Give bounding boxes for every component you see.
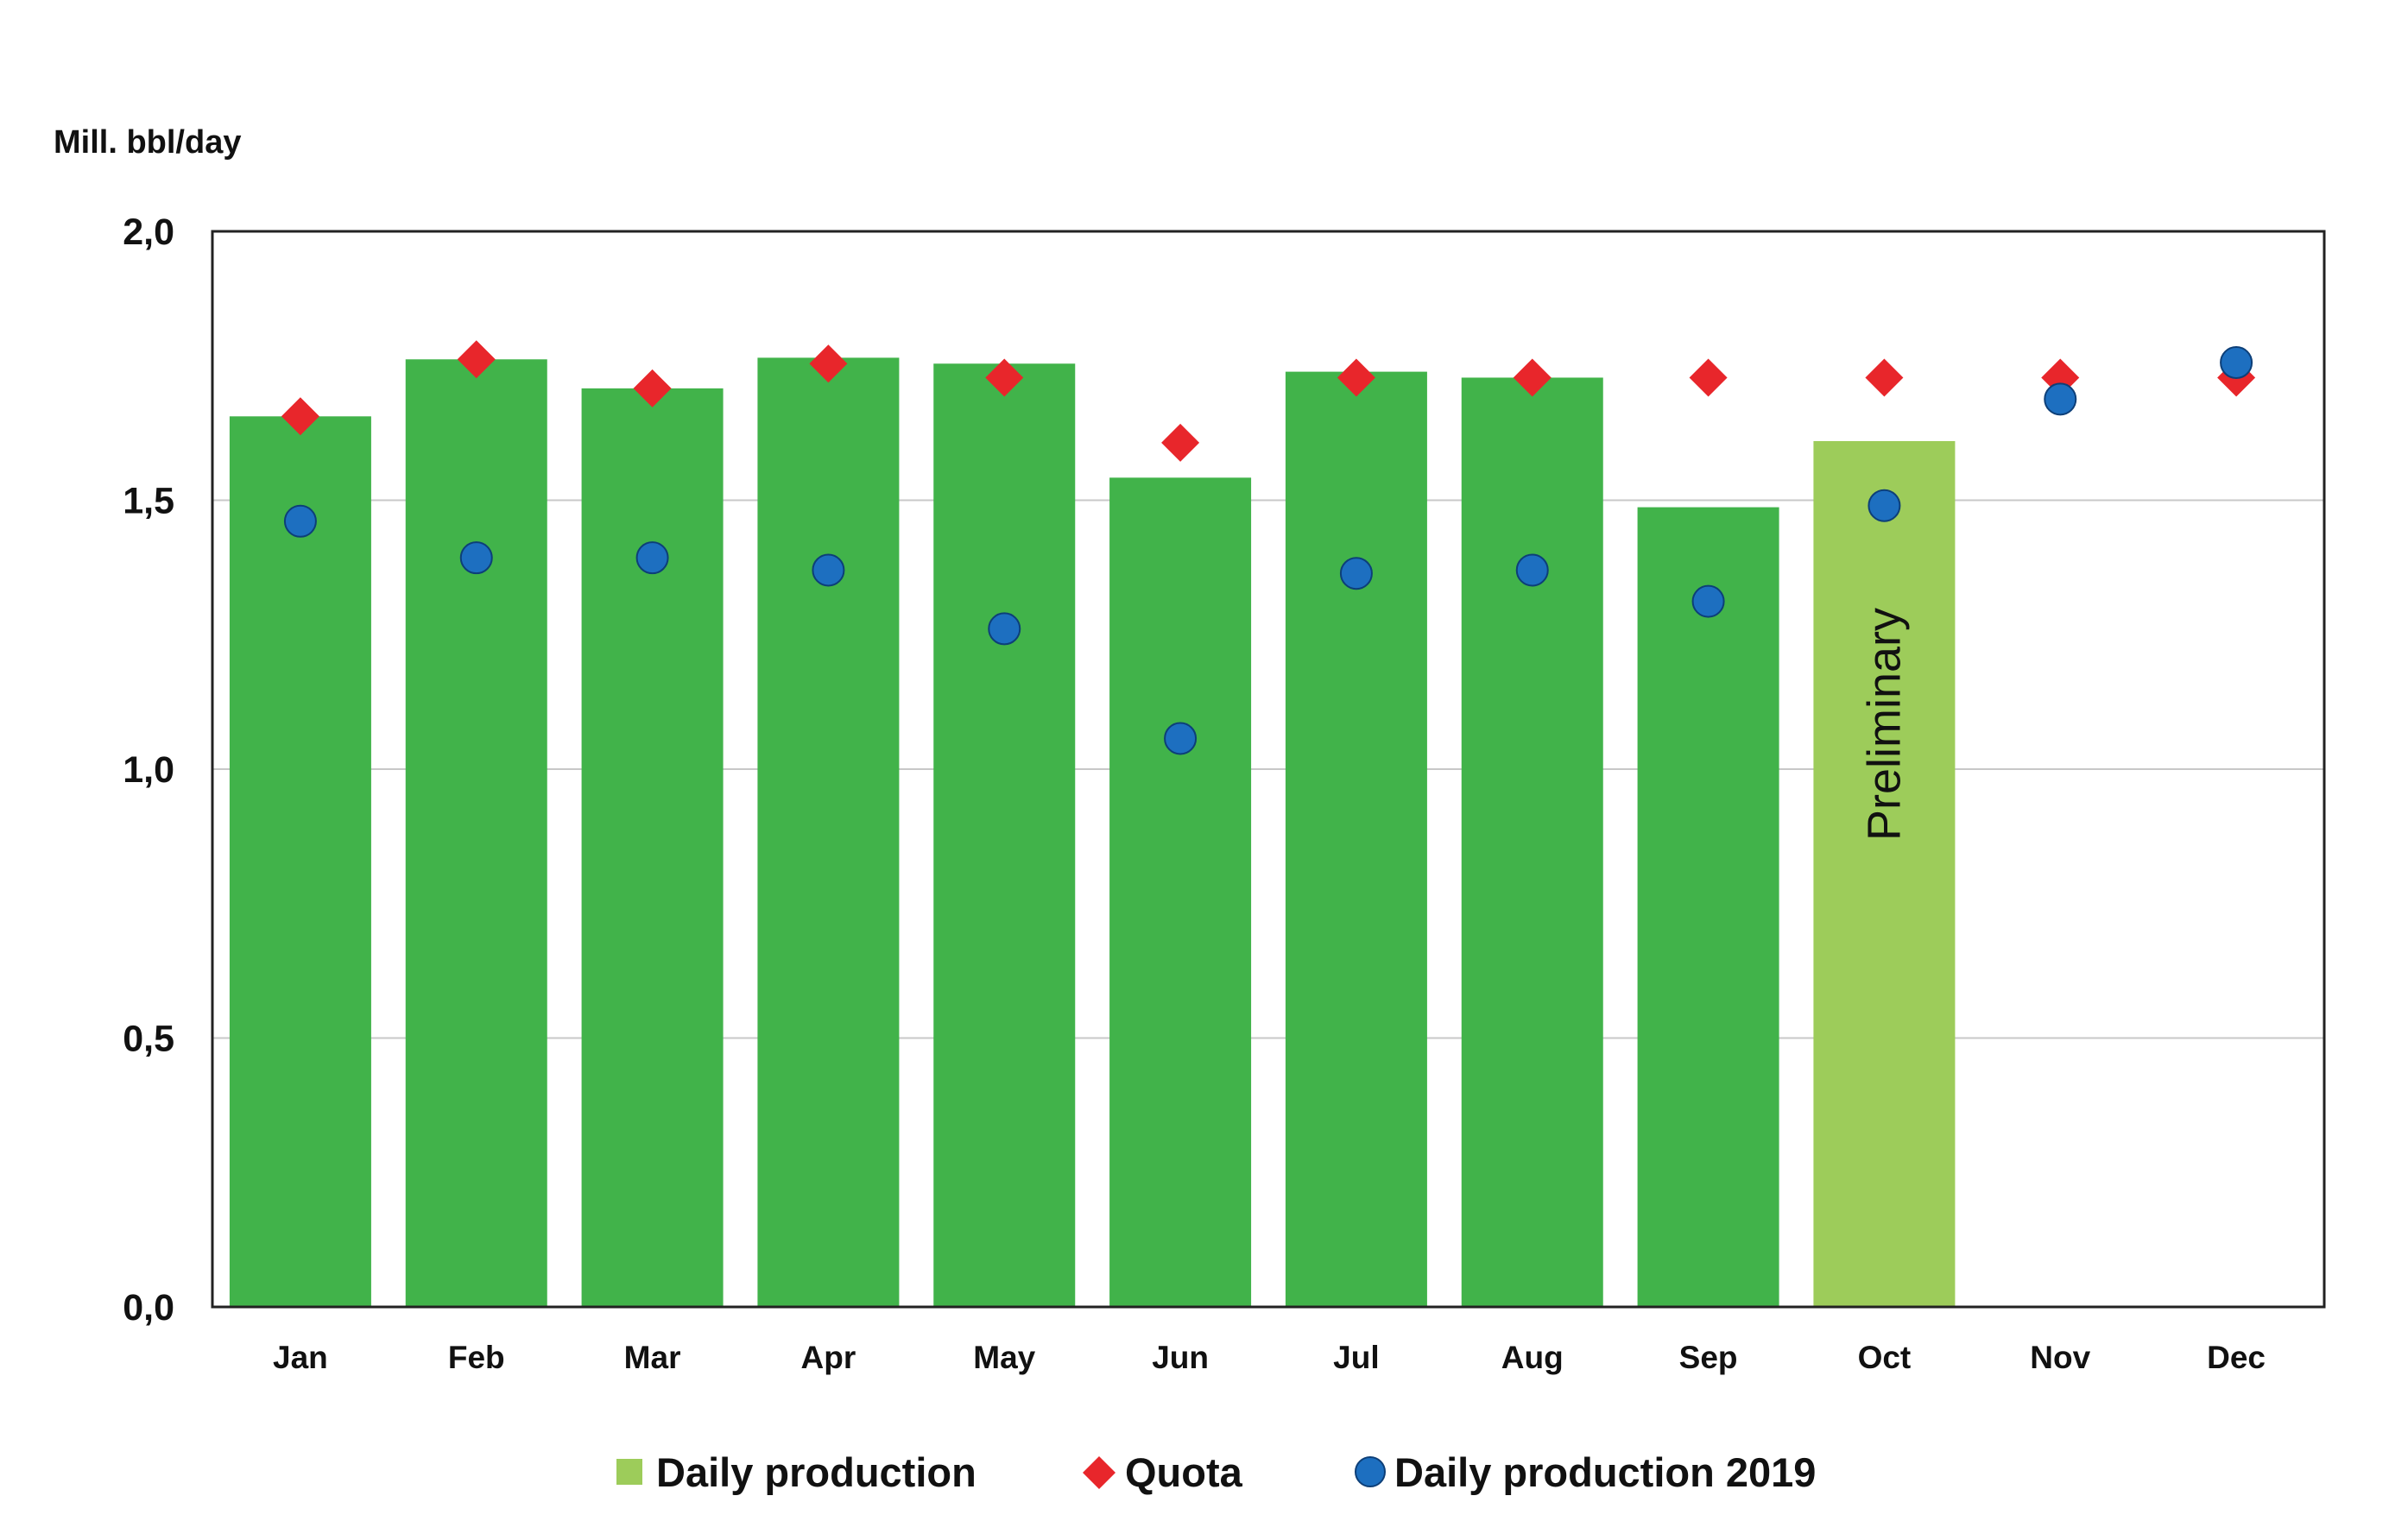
quota-diamond [985, 358, 1024, 397]
legend: Daily production Quota Daily production … [616, 1449, 1816, 1495]
y-axis-label: Mill. bbl/day [54, 124, 241, 161]
legend-swatch-daily-production [616, 1459, 642, 1485]
bar-daily-production [229, 416, 371, 1307]
point-daily-production-2019 [635, 541, 669, 575]
point-daily-production-2019 [2220, 346, 2253, 380]
quota-diamond [1689, 358, 1728, 397]
point-daily-production-2019 [283, 504, 317, 538]
point-daily-production-2019 [459, 541, 493, 575]
y-tick-label: 2,0 [123, 211, 174, 253]
preliminary-annotation: Preliminary [1858, 608, 1910, 841]
x-tick-label: Jan [273, 1340, 328, 1375]
y-tick-label: 0,5 [123, 1019, 174, 1060]
point-daily-production-2019 [988, 612, 1021, 646]
x-tick-label: Jul [1333, 1340, 1379, 1375]
legend-diamond-icon [1083, 1456, 1115, 1489]
y-tick-label: 1,0 [123, 749, 174, 791]
x-tick-label: Aug [1501, 1340, 1564, 1375]
quota-diamond [1513, 358, 1552, 397]
legend-label-quota: Quota [1125, 1449, 1243, 1495]
x-tick-label: May [973, 1340, 1035, 1375]
legend-label-daily-production-2019: Daily production 2019 [1394, 1449, 1816, 1495]
quota-diamond [1337, 358, 1375, 397]
x-tick-label: Mar [624, 1340, 681, 1375]
bar-daily-production [1109, 477, 1252, 1307]
point-daily-production-2019 [1164, 722, 1198, 755]
bar-daily-production [1461, 377, 1603, 1307]
point-daily-production-2019 [812, 553, 845, 587]
point-daily-production-2019 [2044, 382, 2077, 416]
bar-daily-production [1637, 507, 1779, 1307]
x-tick-label: Nov [2030, 1340, 2090, 1375]
x-tick-label: Oct [1858, 1340, 1912, 1375]
legend-label-daily-production: Daily production [656, 1449, 976, 1495]
point-daily-production-2019 [1868, 489, 1901, 522]
bar-daily-production [1285, 371, 1427, 1307]
bar-daily-production [405, 359, 547, 1308]
point-daily-production-2019 [1515, 553, 1549, 587]
bar-daily-production [581, 388, 724, 1307]
legend-circle-icon [1355, 1456, 1386, 1487]
point-daily-production-2019 [1339, 557, 1373, 590]
quota-diamond [1865, 358, 1904, 397]
x-tick-label: Feb [448, 1340, 505, 1375]
bar-daily-production [757, 357, 900, 1307]
quota-diamond [809, 344, 848, 383]
quota-diamond [457, 340, 496, 379]
quota-diamond [281, 397, 319, 436]
point-daily-production-2019 [1691, 584, 1725, 618]
x-tick-label: Sep [1679, 1340, 1738, 1375]
plot-frame [211, 230, 2326, 1309]
x-tick-label: Apr [801, 1340, 856, 1375]
y-tick-label: 0,0 [123, 1287, 174, 1329]
bar-daily-production [1813, 440, 1956, 1308]
x-tick-label: Dec [2207, 1340, 2266, 1375]
quota-diamond [633, 369, 672, 407]
bar-daily-production [933, 363, 1076, 1307]
x-tick-label: Jun [1152, 1340, 1209, 1375]
quota-diamond [1161, 423, 1200, 462]
y-tick-label: 1,5 [123, 481, 174, 522]
